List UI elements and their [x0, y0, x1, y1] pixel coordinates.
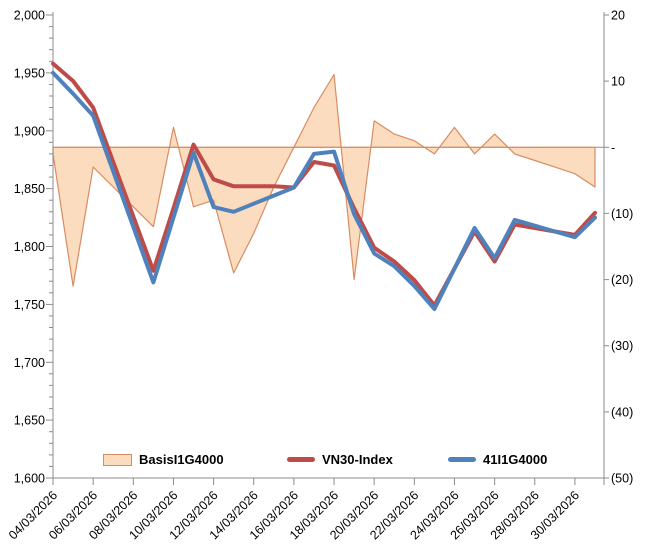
- legend-label-vn30: VN30-Index: [322, 452, 393, 467]
- legend-label-futures: 41I1G4000: [483, 452, 548, 467]
- right-axis-label: (10): [611, 207, 633, 221]
- right-axis-label: (50): [611, 472, 633, 486]
- legend-label-basis: BasisI1G4000: [139, 452, 224, 467]
- left-axis-label: 1,650: [14, 414, 45, 428]
- right-axis-label: (40): [611, 405, 633, 419]
- legend-item-futures: 41I1G4000: [448, 452, 547, 467]
- right-axis-label: (20): [611, 273, 633, 287]
- legend-blue-line-swatch-icon: [448, 457, 476, 462]
- left-axis-label: 1,700: [14, 356, 45, 370]
- legend-item-vn30: VN30-Index: [287, 452, 393, 467]
- right-axis-label: -: [611, 141, 615, 155]
- left-axis-label: 1,900: [14, 124, 45, 138]
- area-series-basis: [52, 73, 604, 287]
- left-axis-label: 1,750: [14, 298, 45, 312]
- legend-item-basis: BasisI1G4000: [103, 452, 224, 467]
- left-axis-label: 1,850: [14, 182, 45, 196]
- right-axis-label: (30): [611, 339, 633, 353]
- right-axis-label: 20: [611, 9, 625, 23]
- left-axis-label: 1,600: [14, 472, 45, 486]
- legend-red-line-swatch-icon: [287, 457, 315, 462]
- left-axis-label: 1,800: [14, 240, 45, 254]
- left-axis-label: 1,950: [14, 66, 45, 80]
- axes: [46, 12, 609, 485]
- right-axis-label: 10: [611, 75, 625, 89]
- line-series-41I1G4000: [51, 70, 597, 311]
- left-axis-label: 2,000: [14, 9, 45, 23]
- legend-area-swatch-icon: [103, 453, 132, 466]
